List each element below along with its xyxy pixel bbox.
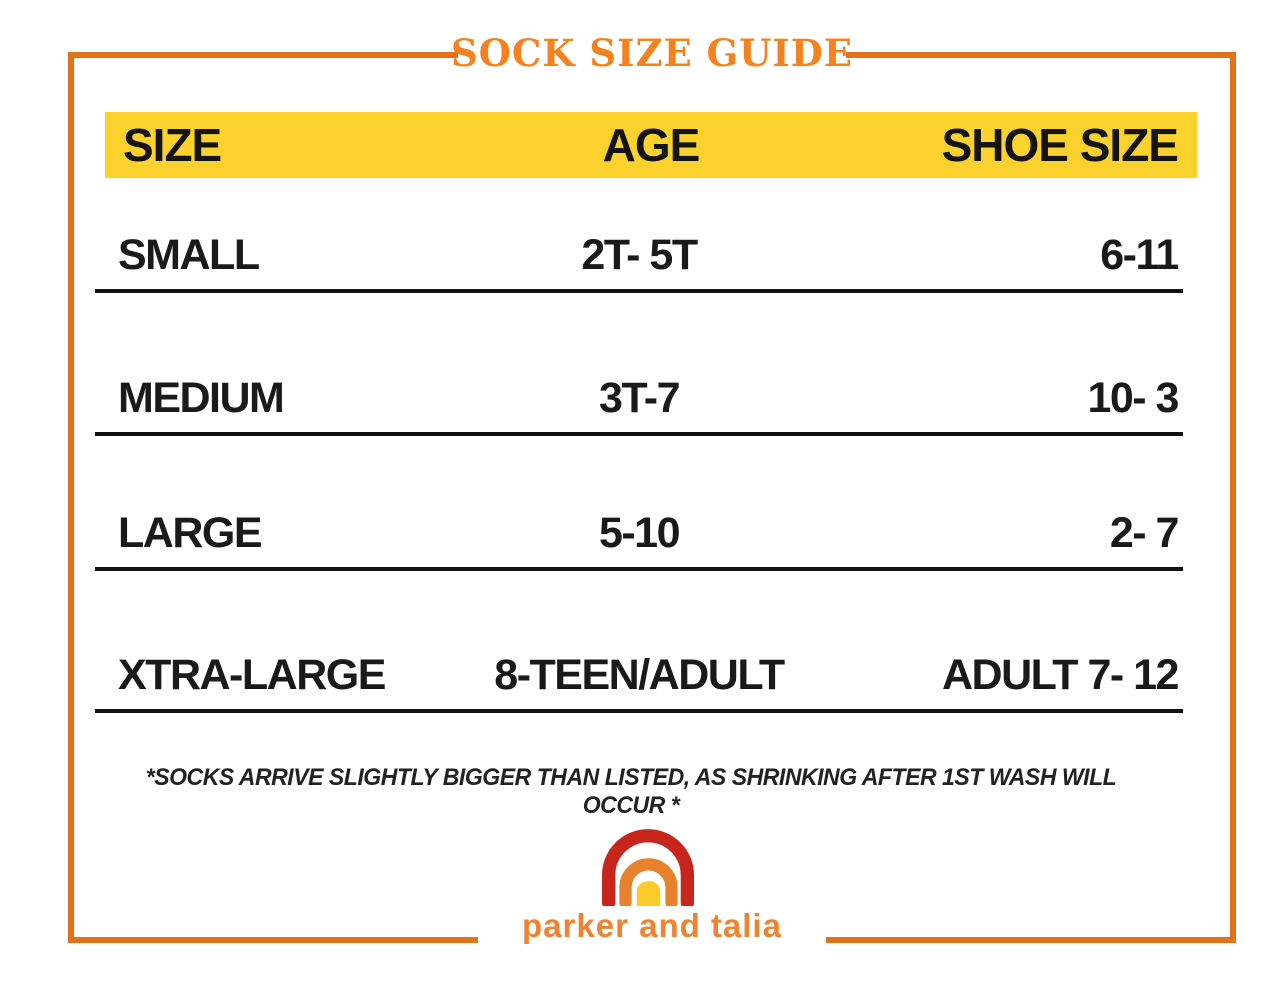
cell-shoe-size: 10- 3	[1087, 374, 1179, 422]
cell-size: LARGE	[118, 509, 263, 557]
shrinkage-footnote: *SOCKS ARRIVE SLIGHTLY BIGGER THAN LISTE…	[145, 764, 1117, 819]
cell-shoe-size: 6-11	[1100, 231, 1179, 279]
cell-age: 2T- 5T	[581, 231, 698, 279]
cell-size: XTRA-LARGE	[118, 651, 386, 699]
page-title-text: SOCK SIZE GUIDE	[450, 31, 854, 75]
table-row: LARGE 5-10 2- 7	[95, 509, 1183, 571]
cell-age: 5-10	[598, 509, 681, 557]
rainbow-logo-icon	[602, 829, 694, 911]
header-shoe-size: SHOE SIZE	[941, 119, 1179, 171]
rainbow-outer-red-arch	[602, 829, 694, 910]
header-age: AGE	[602, 119, 701, 171]
table-row: XTRA-LARGE 8-TEEN/ADULT ADULT 7- 12	[95, 651, 1183, 713]
cell-shoe-size: ADULT 7- 12	[942, 651, 1179, 699]
header-size: SIZE	[123, 119, 222, 171]
table-header-row: SIZE AGE SHOE SIZE	[105, 112, 1197, 178]
page-title: SOCK SIZE GUIDE	[451, 24, 852, 82]
cell-age: 8-TEEN/ADULT	[494, 651, 785, 699]
cell-size: SMALL	[118, 231, 260, 279]
table-row: MEDIUM 3T-7 10- 3	[95, 374, 1183, 436]
rainbow-inner-yellow-blob	[636, 881, 661, 911]
table-row: SMALL 2T- 5T 6-11	[95, 231, 1183, 293]
rainbow-middle-orange-arch	[619, 858, 678, 909]
cell-age: 3T-7	[598, 374, 681, 422]
cell-size: MEDIUM	[118, 374, 285, 422]
cell-shoe-size: 2- 7	[1109, 509, 1180, 557]
brand-name: parker and talia	[478, 906, 826, 956]
